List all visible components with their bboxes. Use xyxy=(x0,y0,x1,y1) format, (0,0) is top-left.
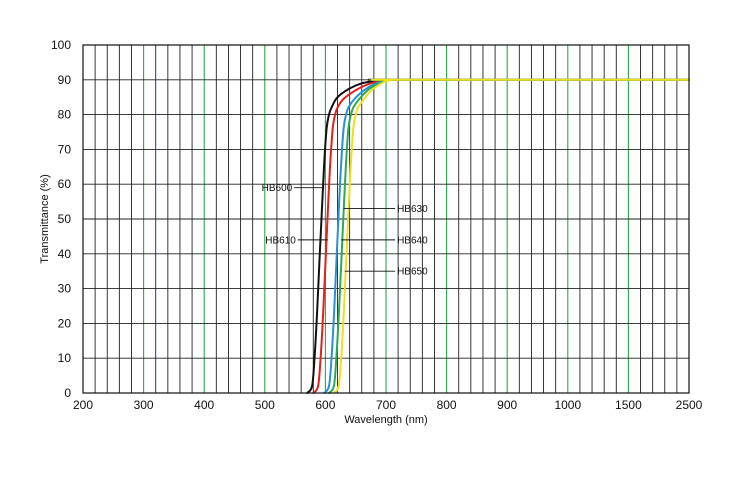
y-tick-label: 0 xyxy=(64,386,71,400)
y-tick-label: 30 xyxy=(58,282,72,296)
annotation-label: HB650 xyxy=(397,267,428,278)
series-line-hb600 xyxy=(306,78,690,394)
x-tick-label: 600 xyxy=(315,398,335,412)
x-tick-label: 200 xyxy=(73,398,93,412)
curves xyxy=(306,78,690,394)
y-tick-labels: 0 10 20 30 40 50 60 70 80 90 100 xyxy=(51,38,71,400)
annotation-hb650: HB650 xyxy=(344,267,428,278)
y-tick-label: 100 xyxy=(51,38,71,52)
series-line-hb610 xyxy=(312,78,690,394)
annotation-hb610: HB610 xyxy=(265,235,328,246)
y-tick-label: 10 xyxy=(58,351,72,365)
x-tick-label: 1500 xyxy=(615,398,642,412)
annotation-label: HB630 xyxy=(397,204,428,215)
plot-frame xyxy=(82,44,690,394)
y-tick-label: 20 xyxy=(58,316,72,330)
y-axis-title: Transmittance (%) xyxy=(39,174,51,263)
x-tick-label: 700 xyxy=(376,398,396,412)
y-tick-label: 50 xyxy=(58,212,72,226)
annotation-hb630: HB630 xyxy=(343,204,428,215)
y-tick-label: 90 xyxy=(58,73,72,87)
x-tick-label: 400 xyxy=(194,398,214,412)
series-line-hb650 xyxy=(332,78,690,394)
annotation-label: HB610 xyxy=(265,235,296,246)
annotation-hb640: HB640 xyxy=(341,235,428,246)
x-axis-title: Wavelength (nm) xyxy=(344,414,427,426)
x-tick-label: 900 xyxy=(497,398,517,412)
annotation-label: HB640 xyxy=(397,235,428,246)
y-tick-label: 70 xyxy=(58,142,72,156)
x-tick-label: 2500 xyxy=(676,398,703,412)
y-tick-label: 40 xyxy=(58,247,72,261)
y-tick-label: 60 xyxy=(58,177,72,191)
series-line-hb630 xyxy=(323,78,690,394)
annotation-hb600: HB600 xyxy=(262,183,325,194)
annotation-label: HB600 xyxy=(262,183,293,194)
x-tick-labels: 200 300 400 500 600 700 800 900 1000 1500 2500 xyxy=(73,398,703,412)
x-tick-label: 300 xyxy=(134,398,154,412)
x-tick-label: 500 xyxy=(255,398,275,412)
y-tick-label: 80 xyxy=(58,108,72,122)
series-line-hb640 xyxy=(328,78,690,394)
x-tick-label: 800 xyxy=(437,398,457,412)
grid xyxy=(82,45,690,393)
x-tick-label: 1000 xyxy=(554,398,581,412)
annotations: HB600 HB610 HB630 HB640 HB650 xyxy=(262,183,428,278)
